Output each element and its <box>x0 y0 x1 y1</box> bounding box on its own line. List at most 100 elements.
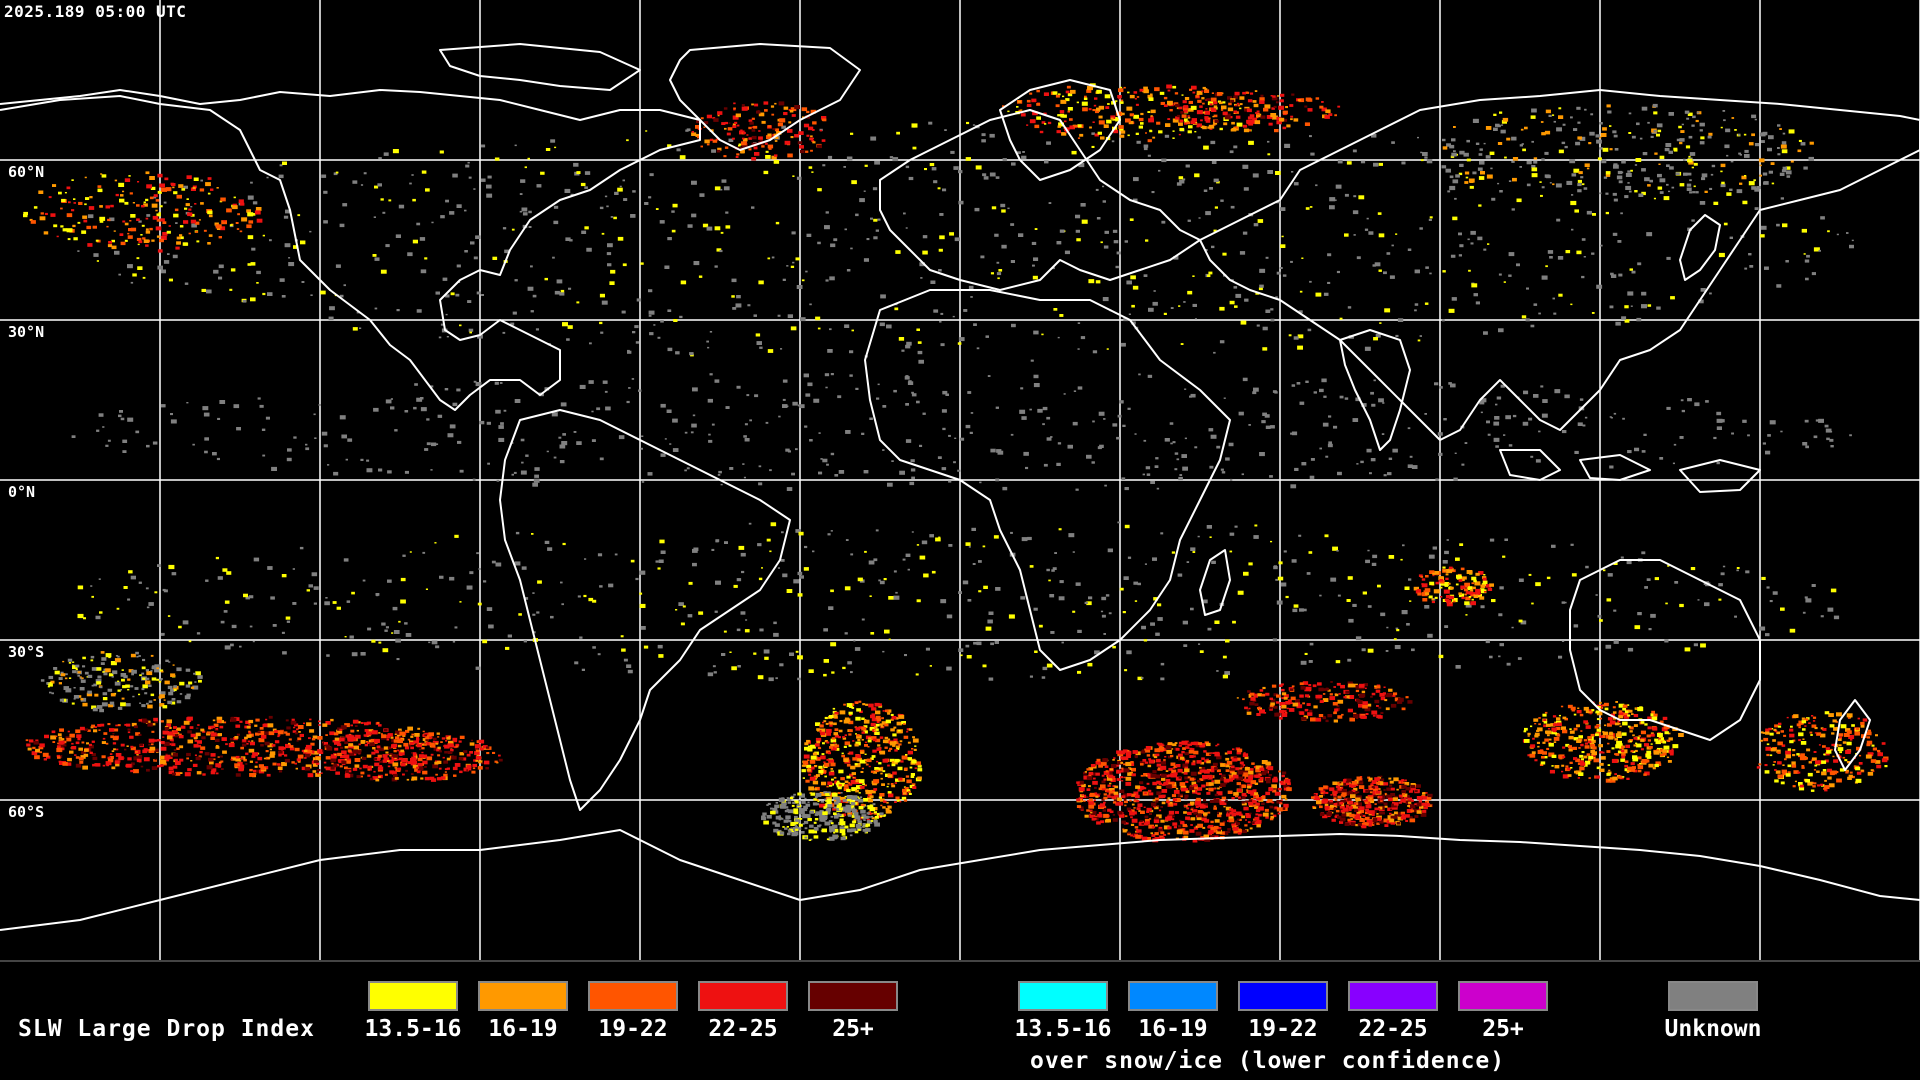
cloud-pixel <box>1166 84 1172 89</box>
cloud-pixel <box>887 805 892 809</box>
cloud-pixel <box>1229 550 1233 553</box>
cloud-pixel <box>223 610 228 613</box>
cloud-pixel <box>790 136 794 139</box>
cloud-pixel <box>868 560 875 565</box>
cloud-pixel <box>1465 603 1472 608</box>
cloud-pixel <box>834 711 839 715</box>
cloud-pixel <box>1234 104 1237 107</box>
cloud-pixel <box>135 430 140 434</box>
cloud-pixel <box>107 218 111 222</box>
cloud-pixel <box>311 752 314 755</box>
cloud-pixel <box>1293 336 1299 340</box>
cloud-pixel <box>324 601 330 606</box>
cloud-pixel <box>414 740 419 744</box>
cloud-pixel <box>453 774 457 777</box>
cloud-pixel <box>1414 303 1419 306</box>
cloud-pixel <box>911 123 918 128</box>
cloud-pixel <box>915 673 919 676</box>
cloud-pixel <box>1602 127 1607 131</box>
cloud-pixel <box>822 164 826 167</box>
cloud-pixel <box>738 143 742 146</box>
cloud-pixel <box>500 422 504 425</box>
cloud-pixel <box>282 651 287 655</box>
cloud-pixel <box>1438 654 1444 659</box>
cloud-pixel <box>1250 780 1257 785</box>
cloud-pixel <box>1133 91 1138 94</box>
cloud-pixel <box>213 723 219 727</box>
cloud-pixel <box>198 219 201 221</box>
cloud-pixel <box>183 242 189 246</box>
cloud-pixel <box>832 834 839 839</box>
cloud-pixel <box>1259 268 1266 273</box>
cloud-pixel <box>1609 148 1613 151</box>
cloud-pixel <box>830 837 834 841</box>
cloud-pixel <box>807 745 813 749</box>
cloud-pixel <box>264 731 270 735</box>
cloud-pixel <box>876 720 880 723</box>
cloud-pixel <box>253 557 260 562</box>
cloud-pixel <box>1382 402 1385 404</box>
cloud-pixel <box>622 179 625 182</box>
cloud-pixel <box>1179 179 1185 184</box>
cloud-pixel <box>1077 322 1081 324</box>
cloud-pixel <box>1298 534 1302 537</box>
cloud-pixel <box>308 584 313 588</box>
cloud-pixel <box>1181 454 1187 458</box>
cloud-pixel <box>472 767 476 770</box>
cloud-pixel <box>881 717 884 720</box>
cloud-pixel <box>873 558 878 562</box>
cloud-pixel <box>1242 91 1246 95</box>
cloud-pixel <box>138 220 142 223</box>
cloud-pixel <box>245 596 250 600</box>
cloud-pixel <box>888 749 891 752</box>
cloud-pixel <box>1046 663 1053 668</box>
cloud-pixel <box>40 212 44 215</box>
cloud-pixel <box>354 725 358 727</box>
cloud-pixel <box>340 725 347 730</box>
cloud-pixel <box>136 257 140 260</box>
cloud-pixel <box>850 247 853 250</box>
cloud-pixel <box>1063 393 1066 395</box>
cloud-pixel <box>954 237 960 242</box>
cloud-pixel <box>1600 133 1607 137</box>
cloud-pixel <box>1541 158 1545 161</box>
cloud-pixel <box>157 249 163 253</box>
cloud-pixel <box>930 280 936 284</box>
cloud-pixel <box>63 744 67 747</box>
cloud-pixel <box>830 452 835 456</box>
cloud-pixel <box>407 761 412 764</box>
cloud-pixel <box>1698 299 1704 304</box>
cloud-pixel <box>825 793 830 797</box>
cloud-pixel <box>1541 413 1548 418</box>
cloud-pixel <box>390 736 394 739</box>
cloud-pixel <box>788 820 792 823</box>
cloud-pixel <box>337 752 342 757</box>
cloud-pixel <box>271 466 277 471</box>
cloud-pixel <box>1693 185 1696 188</box>
cloud-pixel <box>298 731 301 733</box>
cloud-pixel <box>238 760 242 762</box>
cloud-pixel <box>477 334 483 339</box>
cloud-pixel <box>875 710 881 715</box>
cloud-pixel <box>858 806 864 810</box>
cloud-pixel <box>965 644 970 648</box>
cloud-pixel <box>801 769 806 773</box>
cloud-pixel <box>1049 594 1055 598</box>
cloud-pixel <box>1471 283 1478 288</box>
cloud-pixel <box>344 746 349 749</box>
cloud-pixel <box>1036 116 1041 120</box>
cloud-pixel <box>846 795 853 799</box>
cloud-pixel <box>1503 434 1506 436</box>
cloud-pixel <box>1428 218 1432 221</box>
cloud-pixel <box>444 751 448 754</box>
cloud-pixel <box>1730 160 1734 163</box>
cloud-pixel <box>1530 324 1535 328</box>
cloud-pixel <box>885 719 891 724</box>
cloud-pixel <box>312 735 318 739</box>
cloud-pixel <box>861 432 865 435</box>
cloud-pixel <box>812 752 817 756</box>
cloud-pixel <box>1449 185 1456 191</box>
cloud-pixel <box>849 714 852 716</box>
cloud-pixel <box>667 309 672 312</box>
cloud-pixel <box>886 324 892 329</box>
